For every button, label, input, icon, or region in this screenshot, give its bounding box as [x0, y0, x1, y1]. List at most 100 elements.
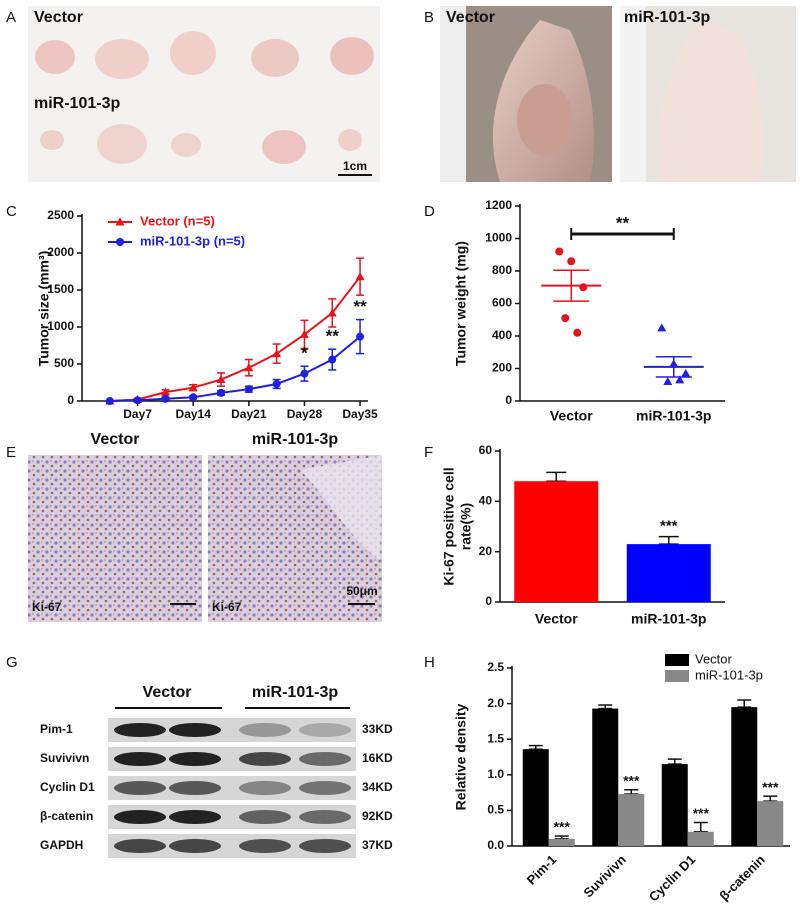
y-tick-label: 200 [492, 361, 512, 375]
y-tick-label: 1000 [485, 231, 512, 245]
significance: ** [616, 213, 630, 232]
marker [681, 368, 691, 377]
y-tick-label: 500 [54, 356, 74, 370]
group-label: miR-101-3p [624, 9, 710, 26]
stain-label: Ki-67 [32, 600, 62, 614]
blot-band [169, 810, 221, 824]
marker [573, 328, 582, 337]
legend-swatch [665, 670, 689, 682]
series-line [109, 276, 361, 402]
size-label: 92KD [362, 809, 393, 823]
legend-label: miR-101-3p (n=5) [140, 233, 245, 248]
blot-band [239, 752, 291, 766]
marker [244, 385, 253, 394]
blot-band [169, 839, 221, 853]
x-tick-label: Vector [550, 408, 593, 424]
group-label: miR-101-3p [252, 431, 338, 448]
scale-label: 1cm [343, 159, 367, 173]
marker [216, 375, 226, 384]
stain-label: Ki-67 [212, 600, 242, 614]
x-tick-label: Suvivivn [580, 852, 628, 900]
legend-swatch [665, 654, 689, 666]
y-tick-label: 1000 [47, 319, 74, 333]
blot-band [114, 781, 166, 795]
y-axis-label: Ki-67 positive cell [441, 467, 457, 585]
marker [272, 379, 281, 388]
panel-label: F [424, 444, 433, 461]
y-tick-label: 0 [67, 393, 74, 407]
x-tick-label: Cyclin D1 [646, 852, 699, 905]
y-axis-label: Tumor weight (mg) [453, 241, 469, 366]
marker [579, 283, 588, 292]
marker [328, 355, 337, 364]
marker [355, 272, 365, 281]
y-axis-label: Relative density [453, 703, 469, 810]
marker [561, 314, 570, 323]
scale-label: 50μm [346, 584, 377, 598]
bar [757, 801, 784, 846]
marker [188, 383, 198, 392]
group-label: miR-101-3p [34, 95, 120, 112]
protein-label: Suvivivn [40, 751, 89, 765]
significance: *** [762, 779, 779, 795]
blot-band [114, 723, 166, 737]
y-tick-label: 800 [492, 263, 512, 277]
x-tick-label: Day28 [287, 407, 323, 421]
marker [160, 387, 170, 396]
marker [272, 349, 282, 358]
blot-band [299, 839, 351, 853]
y-tick-label: 40 [479, 494, 493, 508]
marker [675, 375, 685, 384]
blot-band [169, 781, 221, 795]
blot-band [169, 752, 221, 766]
group-label: miR-101-3p [252, 684, 338, 701]
x-tick-label: Day14 [176, 407, 212, 421]
significance: ** [353, 297, 367, 316]
x-tick-label: Vector [535, 611, 578, 627]
legend-label: Vector (n=5) [140, 213, 215, 228]
bar [522, 749, 549, 846]
y-tick-label: 1.0 [487, 767, 504, 781]
blot-band [114, 839, 166, 853]
bar [548, 838, 575, 846]
y-axis-label: Tumor size (mm³) [36, 251, 52, 367]
significance: *** [623, 772, 640, 788]
marker [657, 323, 667, 332]
blot-band [239, 839, 291, 853]
legend-label: miR-101-3p [695, 667, 763, 682]
marker [244, 363, 254, 372]
blot-band [114, 810, 166, 824]
bar [514, 481, 599, 602]
y-tick-label: 0.0 [487, 838, 504, 852]
protein-label: Cyclin D1 [40, 780, 95, 794]
blot-band [299, 752, 351, 766]
bar [731, 707, 758, 846]
y-tick-label: 0.5 [487, 803, 504, 817]
panel-label: A [6, 9, 16, 26]
significance: ** [326, 327, 340, 346]
y-tick-label: 0 [505, 393, 512, 407]
size-label: 16KD [362, 751, 393, 765]
panel-label: B [424, 9, 434, 26]
photo-a [28, 6, 380, 182]
x-tick-label: Day21 [231, 407, 267, 421]
blot-band [299, 781, 351, 795]
y-tick-label: 60 [479, 443, 493, 457]
marker [161, 394, 170, 403]
x-tick-label: Day35 [342, 407, 378, 421]
marker [189, 393, 198, 402]
marker [105, 397, 114, 405]
protein-label: Pim-1 [40, 722, 73, 736]
blot-band [114, 752, 166, 766]
x-tick-label: Pim-1 [524, 852, 560, 888]
panel-label: D [424, 203, 435, 220]
y-tick-label: 20 [479, 544, 493, 558]
marker [299, 329, 309, 338]
marker [327, 308, 337, 317]
y-tick-label: 2000 [47, 245, 74, 259]
protein-label: β-catenin [40, 809, 93, 823]
significance: *** [660, 518, 678, 535]
group-label: Vector [143, 684, 192, 701]
significance: * [301, 344, 308, 363]
